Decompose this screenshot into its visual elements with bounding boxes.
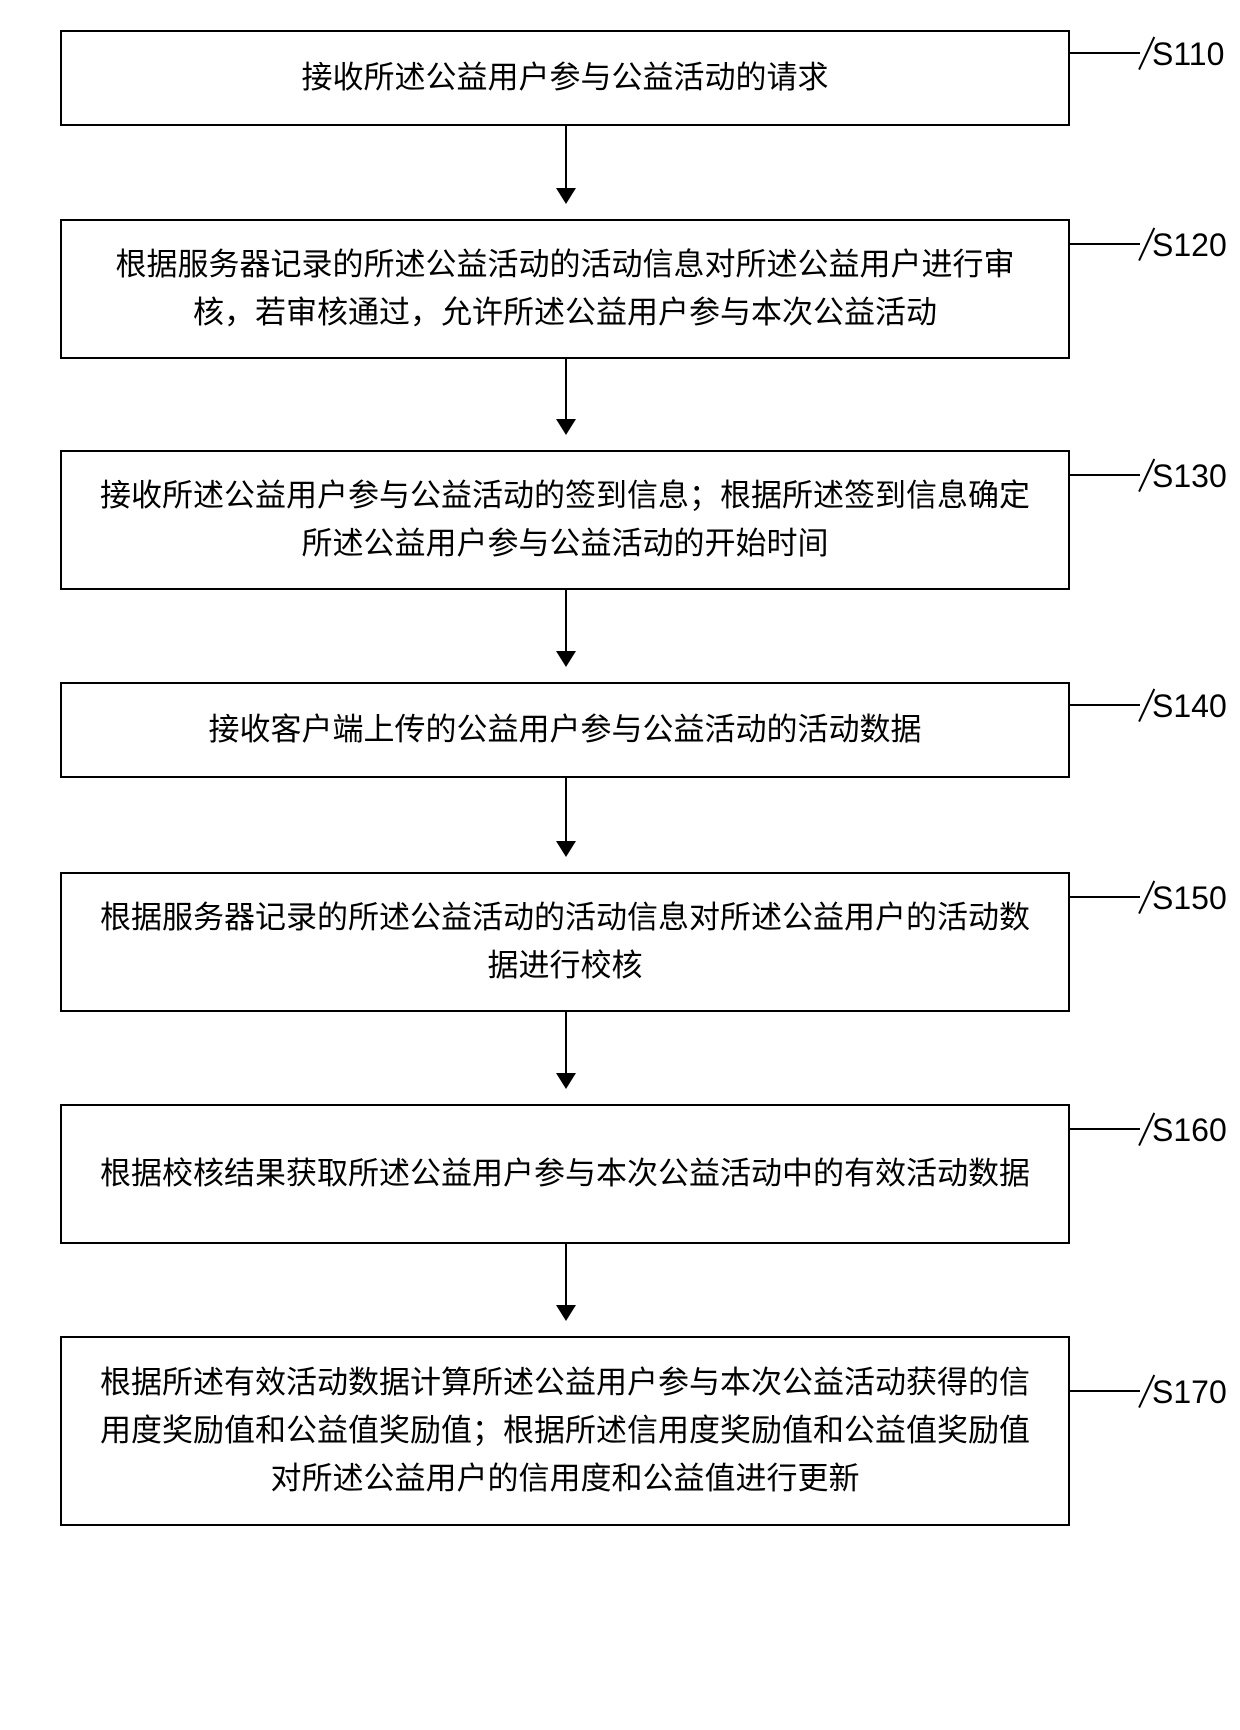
label-connector	[1070, 474, 1140, 476]
node-text: 根据服务器记录的所述公益活动的活动信息对所述公益用户的活动数据进行校核	[92, 894, 1038, 990]
label-connector	[1070, 52, 1140, 54]
flowchart-node-s160: 根据校核结果获取所述公益用户参与本次公益活动中的有效活动数据	[60, 1104, 1070, 1244]
flowchart-node-s120: 根据服务器记录的所述公益活动的活动信息对所述公益用户进行审核，若审核通过，允许所…	[60, 219, 1070, 359]
node-label-s130: S130	[1152, 458, 1227, 495]
node-label-s120: S120	[1152, 227, 1227, 264]
flowchart-node-s170: 根据所述有效活动数据计算所述公益用户参与本次公益活动获得的信用度奖励值和公益值奖…	[60, 1336, 1070, 1526]
label-connector	[1070, 1390, 1140, 1392]
node-label-s150: S150	[1152, 880, 1227, 917]
flowchart-arrow	[565, 590, 567, 665]
flowchart-arrow	[565, 1244, 567, 1319]
node-label-s160: S160	[1152, 1112, 1227, 1149]
node-text: 根据服务器记录的所述公益活动的活动信息对所述公益用户进行审核，若审核通过，允许所…	[92, 241, 1038, 337]
label-connector	[1070, 1128, 1140, 1130]
flowchart-node-s150: 根据服务器记录的所述公益活动的活动信息对所述公益用户的活动数据进行校核	[60, 872, 1070, 1012]
node-text: 接收所述公益用户参与公益活动的签到信息；根据所述签到信息确定所述公益用户参与公益…	[92, 472, 1038, 568]
label-connector	[1070, 243, 1140, 245]
flowchart-node-s130: 接收所述公益用户参与公益活动的签到信息；根据所述签到信息确定所述公益用户参与公益…	[60, 450, 1070, 590]
node-label-s140: S140	[1152, 688, 1227, 725]
node-text: 根据所述有效活动数据计算所述公益用户参与本次公益活动获得的信用度奖励值和公益值奖…	[92, 1359, 1038, 1503]
flowchart-node-s110: 接收所述公益用户参与公益活动的请求	[60, 30, 1070, 126]
flowchart-arrow	[565, 1012, 567, 1087]
node-text: 接收所述公益用户参与公益活动的请求	[302, 54, 829, 102]
flowchart-node-s140: 接收客户端上传的公益用户参与公益活动的活动数据	[60, 682, 1070, 778]
flowchart-arrow	[565, 778, 567, 855]
node-text: 根据校核结果获取所述公益用户参与本次公益活动中的有效活动数据	[100, 1150, 1030, 1198]
flowchart-arrow	[565, 126, 567, 202]
node-label-s110: S110	[1152, 36, 1224, 73]
flowchart-arrow	[565, 359, 567, 433]
node-label-s170: S170	[1152, 1374, 1227, 1411]
label-connector	[1070, 704, 1140, 706]
label-connector	[1070, 896, 1140, 898]
node-text: 接收客户端上传的公益用户参与公益活动的活动数据	[209, 706, 922, 754]
